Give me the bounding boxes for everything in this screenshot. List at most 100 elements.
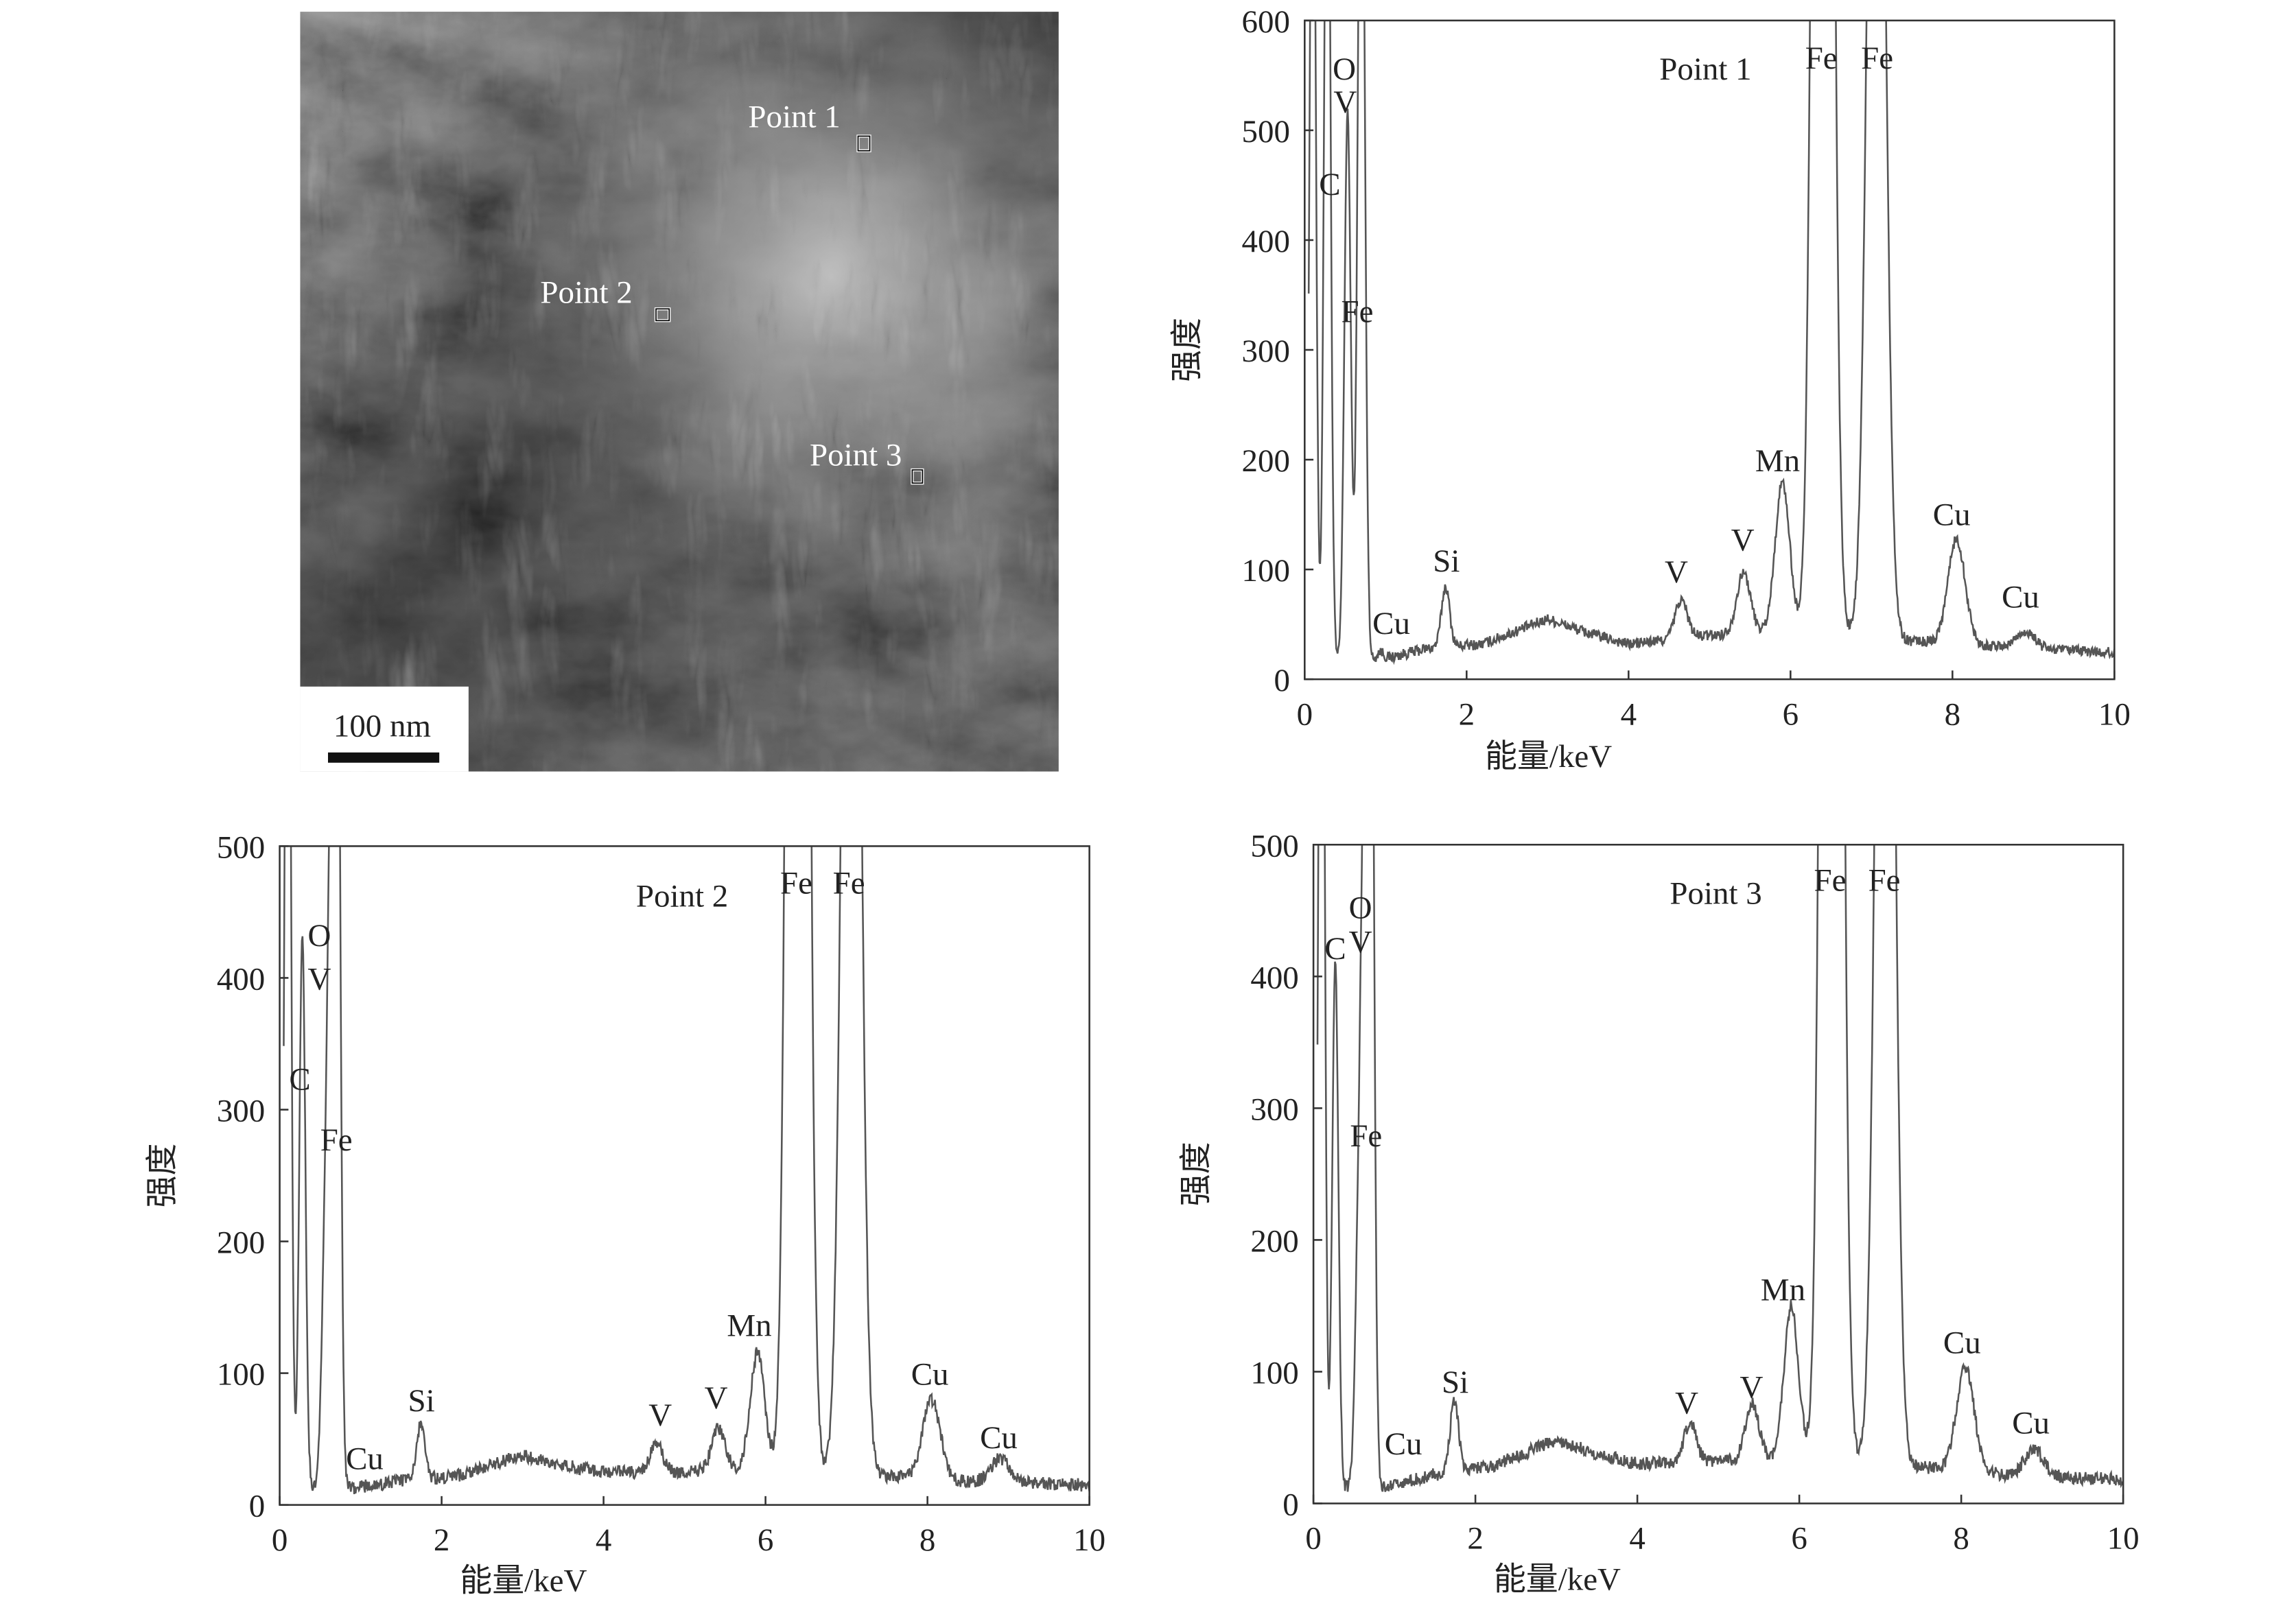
y-tick-label: 200 (1242, 443, 1290, 479)
x-tick-label: 0 (1305, 1521, 1321, 1557)
scale-bar (327, 752, 440, 763)
chart-title: Point 2 (636, 879, 728, 914)
peak-label: Fe (780, 865, 812, 901)
peak-label: V (705, 1380, 728, 1416)
peak-label: Si (408, 1383, 435, 1419)
peak-label: Cu (1385, 1426, 1422, 1462)
peak-label: Fe (320, 1122, 353, 1158)
peak-label: Si (1433, 543, 1460, 579)
x-tick-label: 6 (1783, 696, 1799, 732)
plot-frame (279, 845, 1090, 1506)
peak-label: Fe (833, 865, 865, 901)
y-tick-label: 300 (1242, 333, 1290, 369)
peak-label: O (1349, 890, 1372, 926)
x-tick-label: 10 (2107, 1521, 2140, 1557)
scale-bar-label: 100 nm (333, 708, 431, 744)
chart-title: Point 3 (1670, 875, 1761, 911)
x-tick-label: 8 (1945, 696, 1960, 732)
peak-label: Mn (1755, 443, 1800, 479)
peak-label: Cu (1372, 606, 1410, 641)
y-tick-label: 400 (217, 962, 265, 997)
plot-frame (1312, 843, 2124, 1504)
peak-label: V (1349, 925, 1372, 960)
peak-label: Fe (1342, 294, 1374, 329)
y-tick-label: 400 (1250, 960, 1298, 995)
point-1-marker-outline (857, 135, 871, 152)
x-tick-label: 10 (2098, 696, 2131, 732)
peak-label: V (1731, 522, 1755, 558)
peak-label: Cu (2002, 580, 2039, 615)
x-tick-label: 10 (1073, 1522, 1105, 1558)
y-tick-label: 100 (1250, 1356, 1298, 1391)
peak-label: Cu (1943, 1325, 1981, 1360)
peak-label: Fe (1869, 862, 1901, 898)
peak-label: V (648, 1397, 672, 1433)
peak-label: V (1333, 84, 1357, 120)
point-2-marker-outline (655, 308, 670, 322)
x-tick-label: 2 (434, 1522, 449, 1558)
y-tick-label: 500 (217, 829, 265, 865)
y-tick-label: 0 (249, 1489, 265, 1524)
peak-label: Fe (1861, 40, 1893, 76)
point-3-marker-outline (911, 469, 924, 484)
spectrum-line (283, 846, 1090, 1495)
x-tick-label: 4 (596, 1522, 611, 1558)
x-axis-label: 能量/keV (460, 1563, 587, 1599)
x-tick-label: 4 (1621, 696, 1637, 732)
point-3-label: Point 3 (810, 438, 902, 473)
y-tick-label: 300 (1250, 1091, 1298, 1127)
x-tick-label: 8 (1953, 1521, 1969, 1557)
peak-label: Si (1442, 1365, 1468, 1400)
x-tick-label: 0 (272, 1522, 288, 1558)
x-tick-label: 0 (1297, 696, 1313, 732)
y-tick-label: 200 (217, 1225, 265, 1261)
y-tick-label: 100 (1242, 553, 1290, 589)
y-axis-label: 强度 (1170, 318, 1206, 382)
peak-label: O (1333, 51, 1356, 87)
peak-label: Cu (1933, 497, 1971, 533)
x-tick-label: 6 (758, 1522, 773, 1558)
y-axis-label: 强度 (145, 1144, 180, 1208)
peak-label: V (1665, 554, 1688, 590)
peak-label: V (307, 962, 331, 997)
y-tick-label: 200 (1250, 1223, 1298, 1259)
peak-label: C (1324, 931, 1346, 967)
peak-label: Mn (727, 1308, 771, 1344)
spectrum-line (1316, 845, 2124, 1492)
chart-title: Point 1 (1659, 51, 1751, 87)
y-tick-label: 0 (1274, 663, 1289, 698)
y-tick-label: 600 (1242, 4, 1290, 40)
x-tick-label: 2 (1467, 1521, 1483, 1557)
peak-label: C (289, 1061, 310, 1097)
peak-label: Cu (980, 1420, 1018, 1456)
y-tick-label: 400 (1242, 224, 1290, 259)
tem-micrograph: 100 nm Point 1 Point 2 Point 3 (300, 12, 1059, 772)
peak-label: Cu (2012, 1406, 2050, 1441)
y-tick-label: 500 (1250, 828, 1298, 864)
peak-label: V (1675, 1386, 1698, 1421)
x-tick-label: 2 (1459, 696, 1475, 732)
peak-label: V (1740, 1370, 1764, 1406)
x-axis-label: 能量/keV (1494, 1561, 1621, 1597)
peak-label: Cu (346, 1441, 384, 1477)
peak-label: C (1319, 167, 1340, 202)
peak-label: Fe (1350, 1118, 1382, 1154)
peak-label: Mn (1761, 1273, 1805, 1308)
peak-label: Fe (1805, 40, 1838, 76)
y-tick-label: 500 (1242, 114, 1290, 150)
spectrum-line (1307, 20, 2115, 665)
peak-label: Fe (1814, 862, 1847, 898)
peak-label: O (307, 918, 331, 954)
point-2-label: Point 2 (540, 275, 632, 311)
x-tick-label: 6 (1791, 1521, 1807, 1557)
point-1-label: Point 1 (748, 99, 840, 135)
y-axis-label: 强度 (1178, 1142, 1214, 1206)
x-tick-label: 4 (1629, 1521, 1645, 1557)
y-tick-label: 0 (1282, 1487, 1298, 1523)
peak-label: Cu (911, 1357, 949, 1393)
x-axis-label: 能量/keV (1485, 739, 1612, 775)
y-tick-label: 100 (217, 1357, 265, 1393)
